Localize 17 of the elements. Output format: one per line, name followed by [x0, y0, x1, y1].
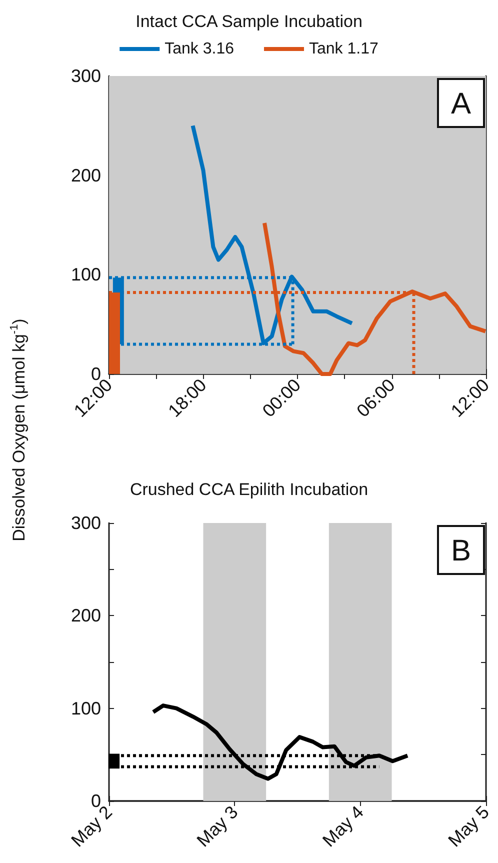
y-tick-label: 100 — [70, 698, 101, 718]
y-tick-label: 0 — [90, 791, 101, 811]
chart-title: Crushed CCA Epilith Incubation — [130, 480, 368, 499]
annotation: B — [450, 534, 472, 568]
y-tick-label: 200 — [70, 606, 101, 626]
x-tick-label: May 3 — [192, 802, 242, 851]
y-tick-label: 300 — [70, 513, 101, 533]
annotation: A — [450, 88, 472, 120]
x-tick-label: May 5 — [444, 802, 494, 851]
legend-label: Tank 3.16 — [164, 40, 234, 58]
y-tick-label: 100 — [70, 264, 101, 285]
y-tick-label: 200 — [70, 165, 101, 186]
y-tick-label: 0 — [90, 364, 101, 384]
chart-title: Intact CCA Sample Incubation — [136, 12, 362, 31]
x-tick-label: May 4 — [318, 802, 368, 851]
y-tick-label: 300 — [70, 66, 101, 86]
legend-label: Tank 1.17 — [309, 40, 378, 58]
